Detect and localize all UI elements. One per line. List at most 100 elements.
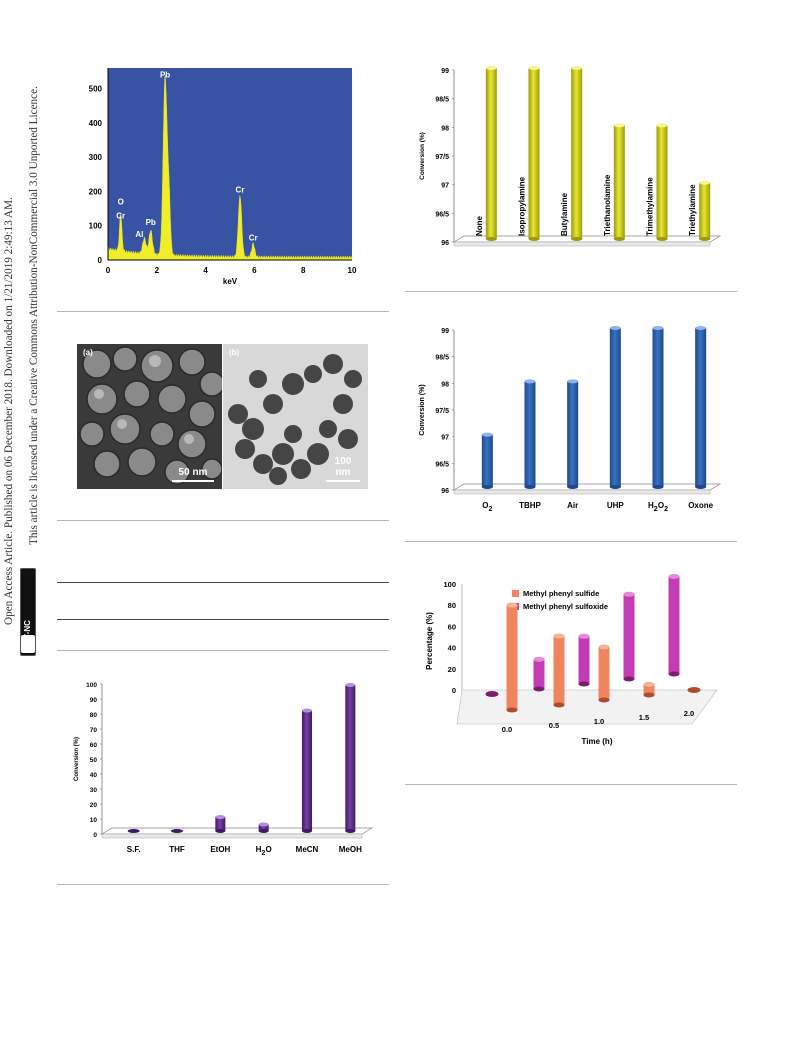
tem-particles [223,344,368,489]
oxidants-ytick: 98 [441,381,449,388]
legend-label: Methyl phenyl sulfide [523,589,599,598]
time-category-label: 2.0 [684,709,694,718]
time-bar-top [578,633,590,639]
edx-ytick: 500 [89,85,103,94]
time-ytick: 20 [448,665,456,674]
edx-peak-label: Al [135,230,143,239]
solvents-ytick: 100 [86,682,97,689]
oxidants-bar-top [524,379,536,384]
time-profile-chart: 0 20 40 60 80 100 Percentage (%) Methyl phenyl … [425,573,718,746]
edx-peak-label: O [118,198,124,207]
separator-6 [405,541,737,542]
amines-ytick: 96/5 [435,211,449,218]
oxidants-category-label: TBHP [519,501,541,510]
table-rule-bottom [57,619,389,620]
amines-bar [571,68,583,239]
solvents-ylabel: Conversion (%) [74,737,80,781]
edx-spectrum-fill [107,75,353,261]
time-bar-top [668,573,680,579]
amines-ytick: 97 [441,183,449,190]
edx-ytick: 0 [98,256,103,265]
time-bar-top [643,681,655,687]
oxidants-bar [567,381,579,487]
oxidants-bar-top [567,379,579,384]
oxidants-bar [609,328,621,487]
time-bar [687,687,701,693]
amines-category-label: Triethylamine [688,184,697,236]
time-bar [485,691,499,697]
oxidants-ytick: 97 [441,435,449,442]
solvents-bar [171,829,183,833]
time-ytick: 60 [448,622,456,631]
time-bar-top [553,633,565,639]
time-ytick: 0 [452,686,456,695]
amines-ytick: 98/5 [435,97,449,104]
solvents-ytick: 30 [90,787,98,794]
time-bar [668,576,680,674]
time-category-label: 1.0 [594,717,604,726]
cc-license-badge[interactable] [20,568,36,656]
solvents-category-label: MeOH [339,845,362,854]
separator-3 [57,650,389,651]
solvents-bar [127,829,140,833]
amines-bar [699,182,711,239]
amines-bar [613,125,625,239]
amines-bar-top [528,66,540,70]
solvents-ytick: 0 [93,832,97,839]
oxidants-category-label: H2 O2 [648,501,668,513]
amines-ytick: 98 [441,125,449,132]
oxidants-bar-top [481,432,493,437]
amines-category-label: Triethanolamine [603,174,612,236]
amines-bar-top [485,66,497,70]
edx-peak-label: Pb [160,71,170,80]
sem-image: (a) 50 nm [77,344,222,489]
separator-5 [405,291,737,292]
scale-label-a: 50 nm [178,467,208,478]
solvents-ytick: 60 [90,742,98,749]
time-bar-top [598,644,610,650]
amines-bar [485,68,497,239]
edx-ytick: 300 [89,153,103,162]
oxidants-ytick: 96 [441,488,449,495]
edx-xtick: 8 [301,266,306,275]
amines-bar-top [656,123,668,128]
sem-particles [77,344,222,489]
amines-bar-top [699,180,711,185]
edx-ytick: 100 [89,222,103,231]
amines-bar-top [571,66,583,70]
time-category-label: 0.0 [502,725,512,734]
oxidants-ytick: 99 [441,328,449,335]
solvents-ytick: 10 [90,817,98,824]
amines-category-label: Isopropylamine [518,176,527,236]
oxidants-bar-top [695,326,707,330]
amines-ytick: 96 [441,240,449,247]
amines-ytick: 99 [441,68,449,75]
solvents-ytick: 70 [90,727,98,734]
table-rule-top [57,582,389,583]
edx-peak-label: Pb [146,218,156,227]
oxidants-bar [524,381,536,487]
solvents-bar [345,685,356,831]
time-bar [643,684,655,695]
time-bar [623,594,635,679]
solvents-ytick: 90 [90,697,98,704]
solvents-bar-top [258,822,269,827]
time-bar [578,636,590,684]
separator-4 [57,884,389,885]
time-bar [553,636,565,705]
oxidants-conversion-chart: 96 96/5 97 97/5 98 98/5 99 Conversion (%) O2 TBH… [419,326,722,513]
solvents-bar [302,710,312,831]
legend-label: Methyl phenyl sulfoxide [523,602,608,611]
time-category-label: 1.5 [639,713,649,722]
legend-swatch [512,590,519,597]
time-ytick: 40 [448,644,456,653]
oxidants-ytick: 96/5 [435,461,449,468]
separator-7 [405,784,737,785]
solvents-conversion-chart: 0 10 20 30 40 50 60 70 80 90 100 Conversion (%) S.F.… [74,682,374,857]
edx-xlabel: keV [223,277,238,286]
time-ylabel: Percentage (%) [425,612,434,670]
edx-ytick: 200 [89,187,103,196]
amines-category-label: Trimethylamine [646,177,655,236]
edx-peak-label: Cr [249,234,258,243]
edx-xtick: 4 [203,266,208,275]
